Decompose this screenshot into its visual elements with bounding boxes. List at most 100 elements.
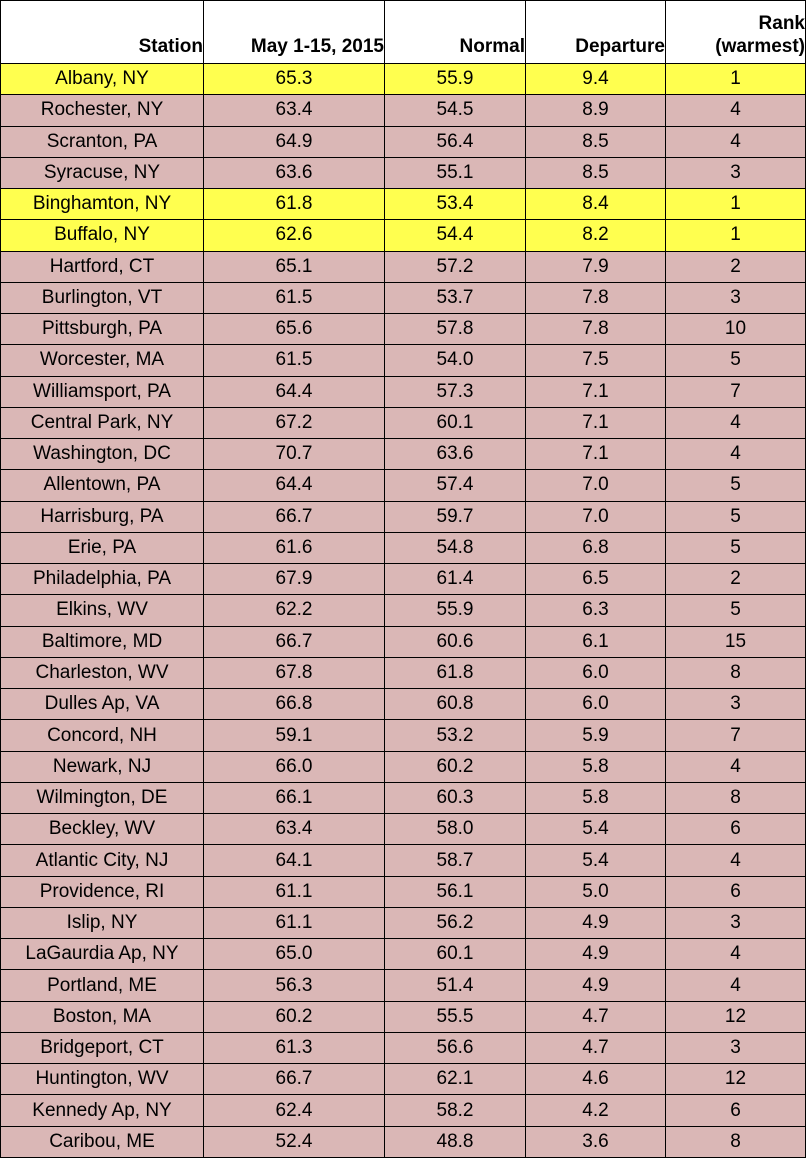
station-name: Worcester, MA bbox=[39, 349, 165, 371]
table-cell: Hartford, CT bbox=[1, 251, 204, 283]
cell-value: 6.5 bbox=[582, 568, 609, 590]
table-cell: 4.7 bbox=[526, 1001, 666, 1033]
table-cell: 60.3 bbox=[385, 782, 526, 815]
station-name: Elkins, WV bbox=[56, 599, 148, 621]
station-name: Beckley, WV bbox=[48, 818, 156, 840]
table-cell: 5.9 bbox=[526, 720, 666, 752]
table-cell: Portland, ME bbox=[1, 970, 204, 1002]
table-cell: 48.8 bbox=[385, 1126, 526, 1158]
cell-value: 4.9 bbox=[582, 974, 609, 996]
cell-value: 6 bbox=[730, 818, 741, 840]
station-name: Boston, MA bbox=[52, 1005, 152, 1027]
cell-value: 7.8 bbox=[582, 286, 609, 308]
table-cell: Binghamton, NY bbox=[1, 189, 204, 221]
cell-value: 8.2 bbox=[582, 224, 609, 246]
station-name: Syracuse, NY bbox=[43, 161, 161, 183]
station-name: Philadelphia, PA bbox=[32, 568, 172, 590]
cell-value: 1 bbox=[730, 68, 741, 90]
table-cell: 66.1 bbox=[204, 782, 385, 815]
cell-value: 8.5 bbox=[582, 161, 609, 183]
cell-value: 4.2 bbox=[582, 1099, 609, 1121]
cell-value: 7.1 bbox=[582, 411, 609, 433]
table-cell: 51.4 bbox=[385, 970, 526, 1002]
table-cell: 66.7 bbox=[204, 626, 385, 658]
cell-value: 4 bbox=[730, 974, 741, 996]
cell-value: 8 bbox=[730, 787, 741, 809]
table-cell: 4.7 bbox=[526, 1032, 666, 1065]
table-cell: Syracuse, NY bbox=[1, 157, 204, 190]
table-cell: 5 bbox=[666, 501, 806, 533]
cell-value: 5.9 bbox=[582, 724, 609, 746]
table-cell: 1 bbox=[666, 189, 806, 221]
table-cell: Providence, RI bbox=[1, 876, 204, 908]
cell-value: 7.5 bbox=[582, 349, 609, 371]
table-cell: 62.1 bbox=[385, 1064, 526, 1096]
table-cell: 5 bbox=[666, 345, 806, 377]
table-cell: 1 bbox=[666, 220, 806, 252]
cell-value: 60.2 bbox=[436, 755, 474, 777]
table-cell: 61.1 bbox=[204, 876, 385, 908]
table-cell: 65.0 bbox=[204, 939, 385, 971]
table-cell: Burlington, VT bbox=[1, 282, 204, 315]
table-cell: Rochester, NY bbox=[1, 95, 204, 127]
table-cell: Washington, DC bbox=[1, 439, 204, 471]
table-cell: 7.1 bbox=[526, 407, 666, 440]
table-cell: 6 bbox=[666, 876, 806, 908]
table-cell: 8.5 bbox=[526, 126, 666, 158]
cell-value: 57.2 bbox=[436, 255, 474, 277]
cell-value: 67.2 bbox=[275, 411, 313, 433]
table-cell: Beckley, WV bbox=[1, 814, 204, 846]
cell-value: 55.9 bbox=[436, 599, 474, 621]
cell-value: 63.4 bbox=[275, 99, 313, 121]
table-cell: 58.0 bbox=[385, 814, 526, 846]
cell-value: 12 bbox=[724, 1005, 747, 1027]
cell-value: 5.4 bbox=[582, 849, 609, 871]
cell-value: 3 bbox=[730, 1037, 741, 1059]
table-cell: 66.8 bbox=[204, 689, 385, 721]
table-cell: 5.8 bbox=[526, 751, 666, 783]
table-cell: Williamsport, PA bbox=[1, 376, 204, 408]
cell-value: 7 bbox=[730, 724, 741, 746]
table-cell: 7.0 bbox=[526, 501, 666, 533]
header-text: (warmest) bbox=[715, 36, 805, 58]
header-text: Normal bbox=[459, 36, 525, 58]
table-cell: Albany, NY bbox=[1, 64, 204, 96]
cell-value: 5 bbox=[730, 349, 741, 371]
table-cell: 15 bbox=[666, 626, 806, 658]
table-cell: 7.5 bbox=[526, 345, 666, 377]
station-name: Erie, PA bbox=[67, 536, 137, 558]
cell-value: 7.1 bbox=[582, 443, 609, 465]
cell-value: 66.7 bbox=[275, 1068, 313, 1090]
station-name: Washington, DC bbox=[33, 443, 171, 465]
table-cell: 5.8 bbox=[526, 782, 666, 815]
header-text: May 1-15, 2015 bbox=[250, 36, 384, 58]
station-name: Islip, NY bbox=[66, 912, 138, 934]
cell-value: 5 bbox=[730, 474, 741, 496]
table-cell: Allentown, PA bbox=[1, 470, 204, 502]
station-name: Huntington, WV bbox=[35, 1068, 169, 1090]
station-name: Williamsport, PA bbox=[33, 380, 171, 402]
cell-value: 66.7 bbox=[275, 630, 313, 652]
cell-value: 61.4 bbox=[436, 568, 474, 590]
cell-value: 66.7 bbox=[275, 505, 313, 527]
cell-value: 5 bbox=[730, 599, 741, 621]
table-cell: 10 bbox=[666, 314, 806, 346]
station-name: Dulles Ap, VA bbox=[44, 693, 160, 715]
station-name: Charleston, WV bbox=[35, 662, 169, 683]
table-cell: 6 bbox=[666, 1095, 806, 1127]
station-name: Kennedy Ap, NY bbox=[32, 1099, 172, 1121]
table-cell: 7 bbox=[666, 720, 806, 752]
station-name: Baltimore, MD bbox=[41, 630, 163, 652]
table-cell: 53.7 bbox=[385, 282, 526, 315]
table-cell: Concord, NH bbox=[1, 720, 204, 752]
table-cell: Islip, NY bbox=[1, 907, 204, 940]
table-cell: 12 bbox=[666, 1001, 806, 1033]
cell-value: 51.4 bbox=[436, 974, 474, 996]
table-cell: 61.3 bbox=[204, 1032, 385, 1065]
cell-value: 1 bbox=[730, 224, 741, 246]
table-cell: Baltimore, MD bbox=[1, 626, 204, 658]
cell-value: 1 bbox=[730, 193, 741, 215]
table-cell: Pittsburgh, PA bbox=[1, 314, 204, 346]
table-cell: 8.5 bbox=[526, 157, 666, 190]
cell-value: 60.3 bbox=[436, 787, 474, 809]
